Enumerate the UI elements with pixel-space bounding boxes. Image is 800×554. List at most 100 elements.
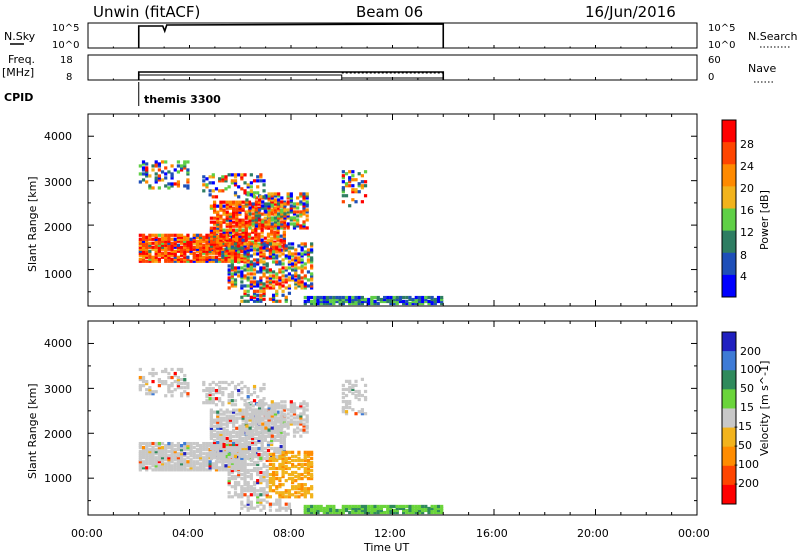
power-cell <box>157 241 161 245</box>
power-cell <box>235 232 239 236</box>
power-cell <box>267 204 271 208</box>
power-cell <box>300 280 304 284</box>
velocity-cell <box>263 424 267 428</box>
power-cell <box>164 233 168 237</box>
power-cell <box>243 173 247 177</box>
velocity-cell <box>276 412 280 416</box>
power-cell <box>230 262 234 266</box>
velocity-cell <box>227 454 231 458</box>
power-cell <box>186 239 190 243</box>
power-cell <box>257 212 261 216</box>
velocity-cell <box>282 446 286 451</box>
velocity-cell <box>291 454 295 458</box>
power-cell <box>247 232 252 236</box>
power-cell <box>254 202 258 206</box>
power-cell <box>280 214 284 218</box>
power-cell <box>275 254 279 258</box>
power-cell <box>306 254 311 258</box>
power-cell <box>251 206 255 210</box>
velocity-cell <box>286 432 290 436</box>
velocity-cell <box>271 479 276 483</box>
velocity-cell <box>176 464 181 468</box>
power-cell <box>262 268 266 272</box>
velocity-cell <box>244 408 248 412</box>
power-cell <box>348 204 352 208</box>
velocity-cell <box>164 450 168 454</box>
power-cell <box>303 262 307 266</box>
power-cell <box>341 194 345 198</box>
power-cell <box>302 208 306 212</box>
velocity-cell <box>282 408 286 412</box>
velocity-cell <box>148 458 152 462</box>
velocity-cell <box>262 474 266 479</box>
velocity-cell <box>243 472 247 477</box>
velocity-cell <box>227 476 231 481</box>
velocity-cell <box>297 476 301 481</box>
power-cell <box>251 208 255 212</box>
power-cell <box>268 254 272 258</box>
velocity-cell <box>273 408 277 412</box>
velocity-cell <box>379 504 384 509</box>
velocity-cell <box>230 474 234 479</box>
power-cell <box>160 247 165 251</box>
velocity-cell <box>151 371 155 376</box>
power-colorbar-swatch <box>722 252 736 276</box>
velocity-cell <box>235 444 239 449</box>
power-cell <box>141 249 146 253</box>
power-cell <box>271 293 276 297</box>
velocity-cell <box>170 456 174 460</box>
power-cell <box>241 232 245 236</box>
power-cell <box>310 260 314 264</box>
velocity-cell <box>232 457 236 461</box>
velocity-cell <box>329 508 333 513</box>
power-cell <box>280 220 284 224</box>
power-cell <box>273 198 278 202</box>
velocity-cell <box>209 418 213 422</box>
power-cell <box>329 299 333 304</box>
power-cell <box>235 220 239 224</box>
power-cell <box>243 242 247 246</box>
power-cell <box>186 180 190 184</box>
velocity-cell <box>202 460 206 464</box>
power-cell <box>430 299 434 304</box>
power-cell <box>209 242 213 246</box>
velocity-cell <box>264 422 268 426</box>
velocity-cell <box>279 432 283 436</box>
velocity-cell <box>360 393 364 398</box>
velocity-cell <box>279 440 283 445</box>
power-cell <box>264 196 268 200</box>
velocity-cell <box>173 448 177 452</box>
velocity-cell <box>286 412 290 416</box>
velocity-cell <box>138 452 142 456</box>
velocity-cell <box>341 506 345 511</box>
velocity-cell <box>279 446 283 451</box>
velocity-cell <box>227 458 231 463</box>
velocity-cell <box>199 466 203 470</box>
velocity-cell <box>238 430 242 434</box>
power-cell <box>257 226 261 230</box>
power-cell <box>246 258 250 262</box>
velocity-cell <box>251 404 255 408</box>
power-cell <box>282 236 286 240</box>
power-cell <box>240 286 244 290</box>
power-cell <box>300 284 304 288</box>
power-cell <box>297 258 301 262</box>
power-cell <box>249 282 253 286</box>
velocity-cell <box>227 460 231 465</box>
velocity-cell <box>310 476 314 481</box>
velocity-cell <box>195 448 200 452</box>
power-cell <box>252 284 257 288</box>
power-cell <box>246 250 250 254</box>
velocity-cell <box>240 472 244 477</box>
power-cell <box>228 238 233 242</box>
power-cell <box>395 295 399 300</box>
power-cell <box>440 297 444 302</box>
power-cell <box>281 274 285 278</box>
velocity-cell <box>211 380 215 385</box>
power-cell <box>170 176 174 180</box>
velocity-cell <box>252 390 257 395</box>
velocity-cell <box>363 510 368 515</box>
velocity-cell <box>244 414 248 418</box>
velocity-cell <box>148 443 152 448</box>
